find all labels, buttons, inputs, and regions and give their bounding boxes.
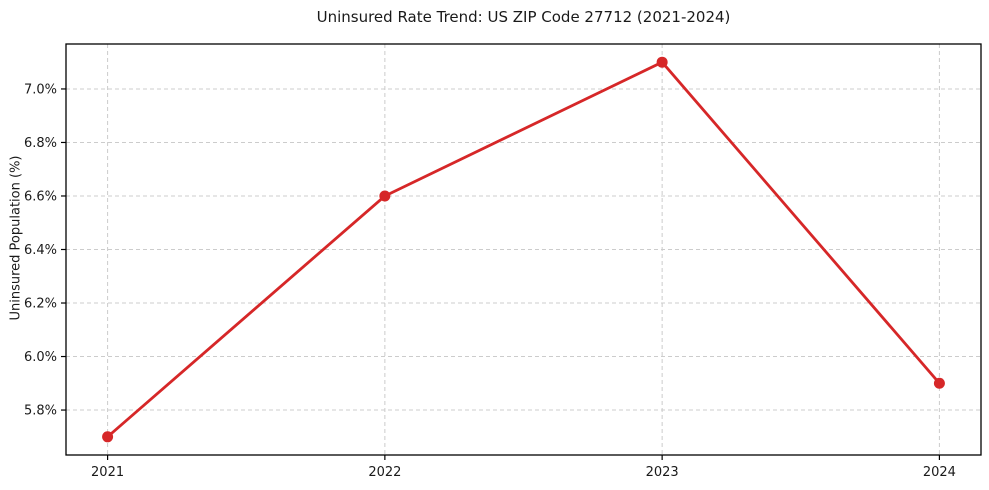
data-point-2022 — [379, 190, 391, 202]
x-tick-label: 2023 — [646, 465, 679, 480]
data-point-2024 — [933, 377, 945, 389]
y-tick-label: 5.8% — [24, 404, 57, 419]
y-tick-label: 6.2% — [24, 297, 57, 312]
y-tick-label: 7.0% — [24, 82, 57, 97]
y-tick-label: 6.4% — [24, 243, 57, 258]
y-tick-label: 6.8% — [24, 136, 57, 151]
data-point-2023 — [656, 56, 668, 68]
x-tick-label: 2021 — [91, 465, 124, 480]
y-axis-label: Uninsured Population (%) — [8, 155, 24, 321]
plot-border — [65, 43, 982, 456]
chart-title: Uninsured Rate Trend: US ZIP Code 27712 … — [316, 8, 731, 26]
x-tick-label: 2022 — [368, 465, 401, 480]
trend-line — [106, 60, 941, 439]
x-tick-label: 2024 — [923, 465, 956, 480]
data-point-2021 — [102, 431, 114, 443]
y-tick-label: 6.6% — [24, 189, 57, 204]
y-tick-label: 6.0% — [24, 350, 57, 365]
